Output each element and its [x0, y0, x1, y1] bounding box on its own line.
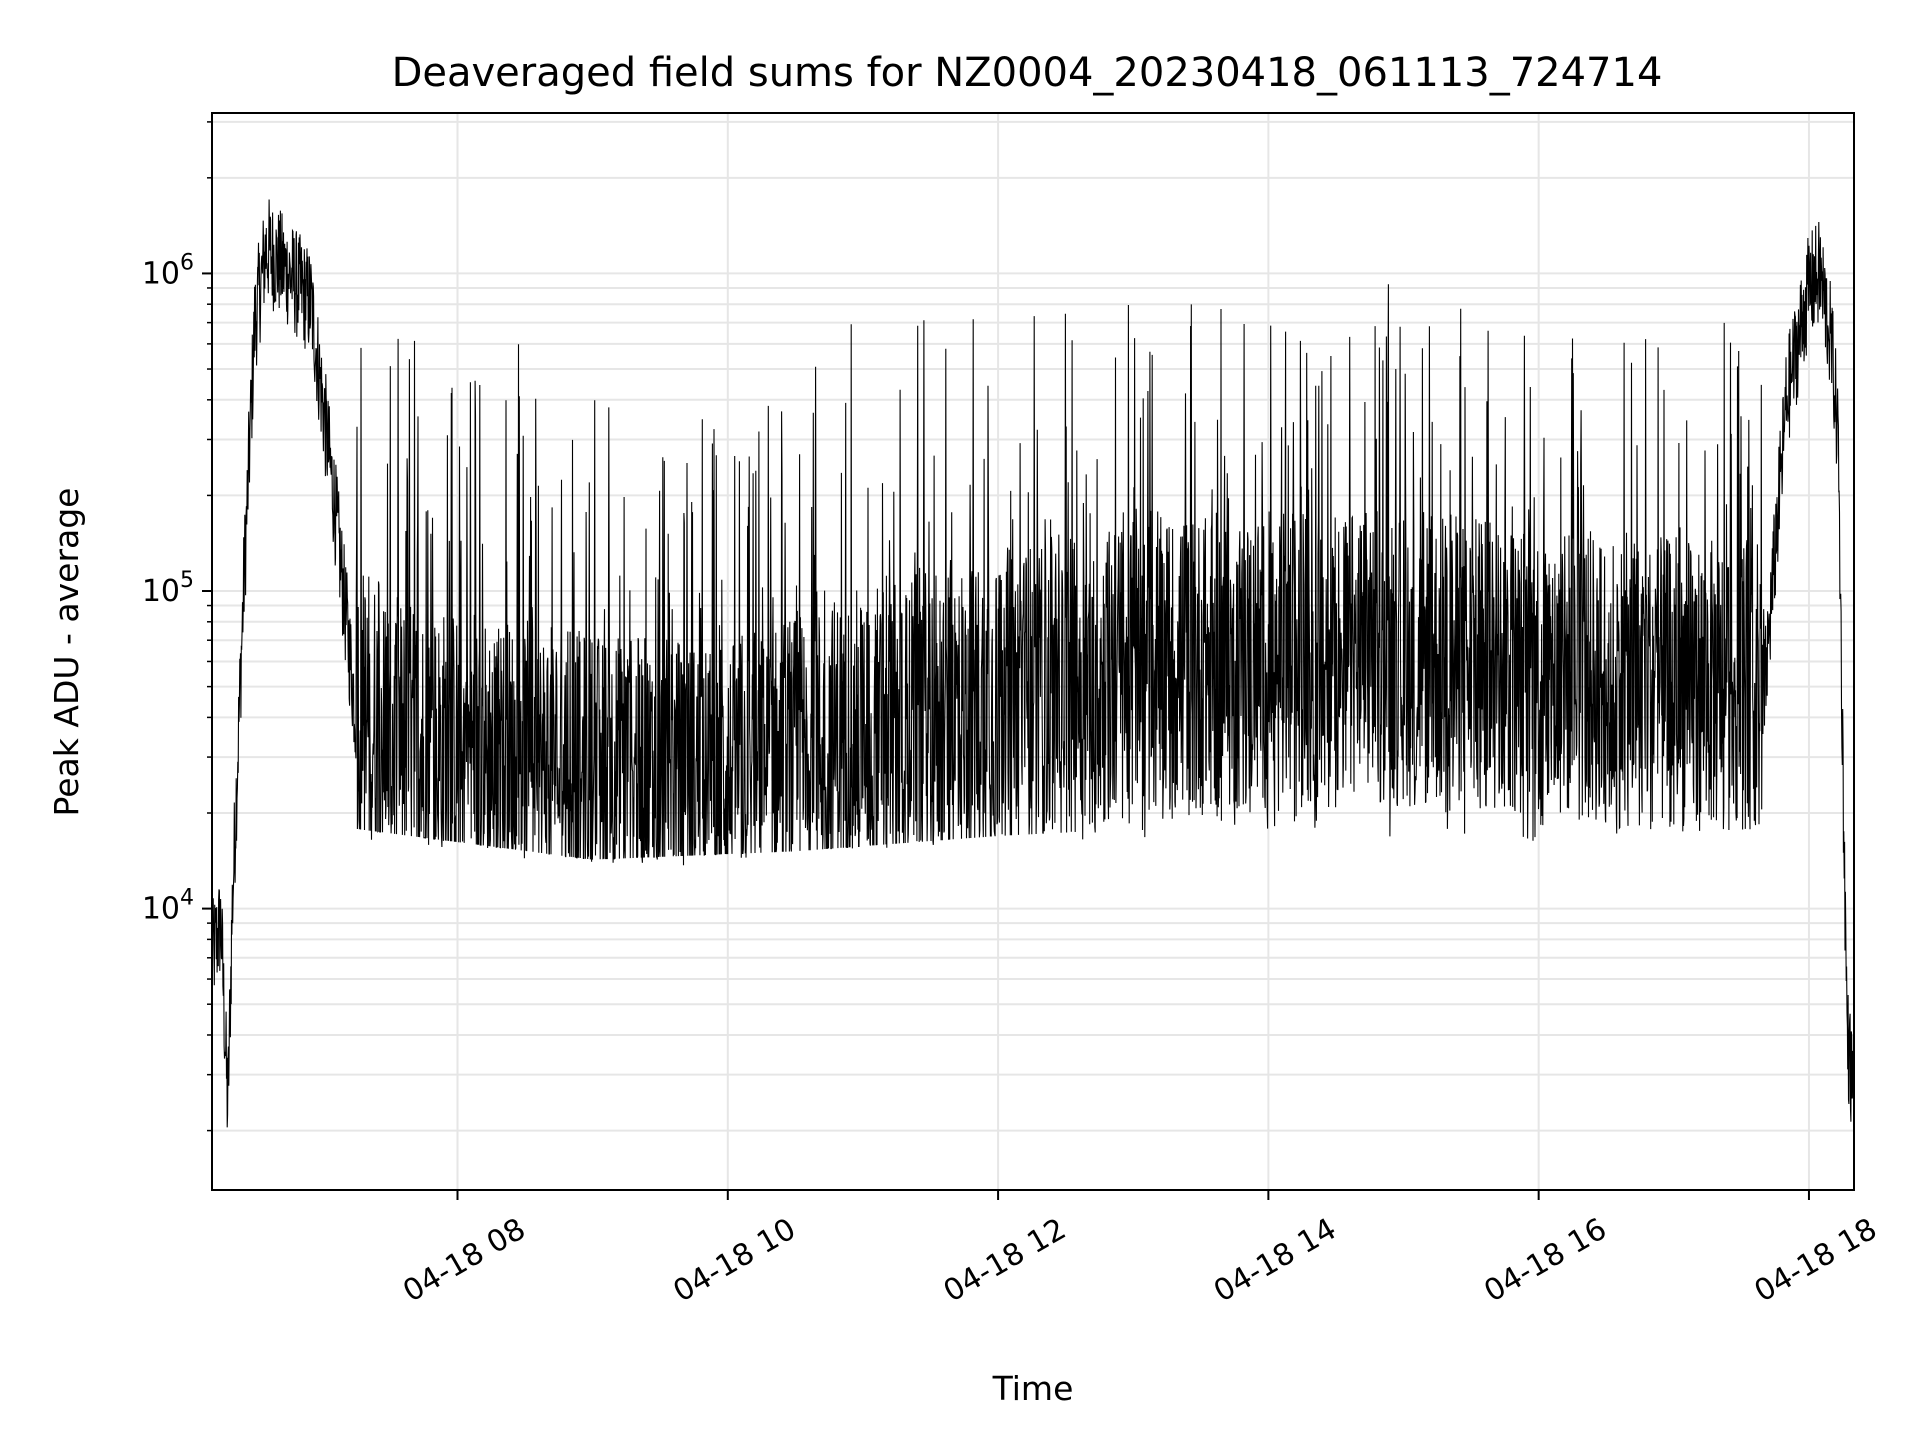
- x-axis-label: Time: [992, 1369, 1074, 1408]
- y-tick-label: 105: [142, 568, 194, 609]
- y-tick-base: 10: [142, 892, 180, 927]
- y-tick-exponent: 6: [180, 250, 194, 275]
- x-tick-label: 04-18 10: [667, 1212, 801, 1310]
- x-tick-label: 04-18 08: [397, 1212, 531, 1310]
- y-tick-exponent: 5: [180, 568, 194, 593]
- y-tick-exponent: 4: [180, 886, 194, 911]
- series-line: [211, 199, 1855, 1142]
- y-tick-label: 104: [142, 886, 194, 927]
- x-axis: 04-18 08 04-18 10 04-18 12 04-18 14 04-18 16…: [397, 1190, 1883, 1309]
- y-axis-label: Peak ADU - average: [47, 488, 86, 817]
- x-tick-label: 04-18 14: [1208, 1212, 1342, 1310]
- series-layer: [211, 199, 1855, 1142]
- plot-frame: [211, 112, 1855, 1191]
- x-tick-label: 04-18 12: [938, 1212, 1072, 1310]
- x-tick-label: 04-18 16: [1478, 1212, 1612, 1310]
- y-tick-base: 10: [142, 574, 180, 609]
- y-tick-base: 10: [142, 256, 180, 291]
- x-tick-label: 04-18 18: [1749, 1212, 1883, 1310]
- chart-title: Deaveraged field sums for NZ0004_2023041…: [392, 50, 1663, 96]
- y-tick-label: 106: [142, 250, 194, 291]
